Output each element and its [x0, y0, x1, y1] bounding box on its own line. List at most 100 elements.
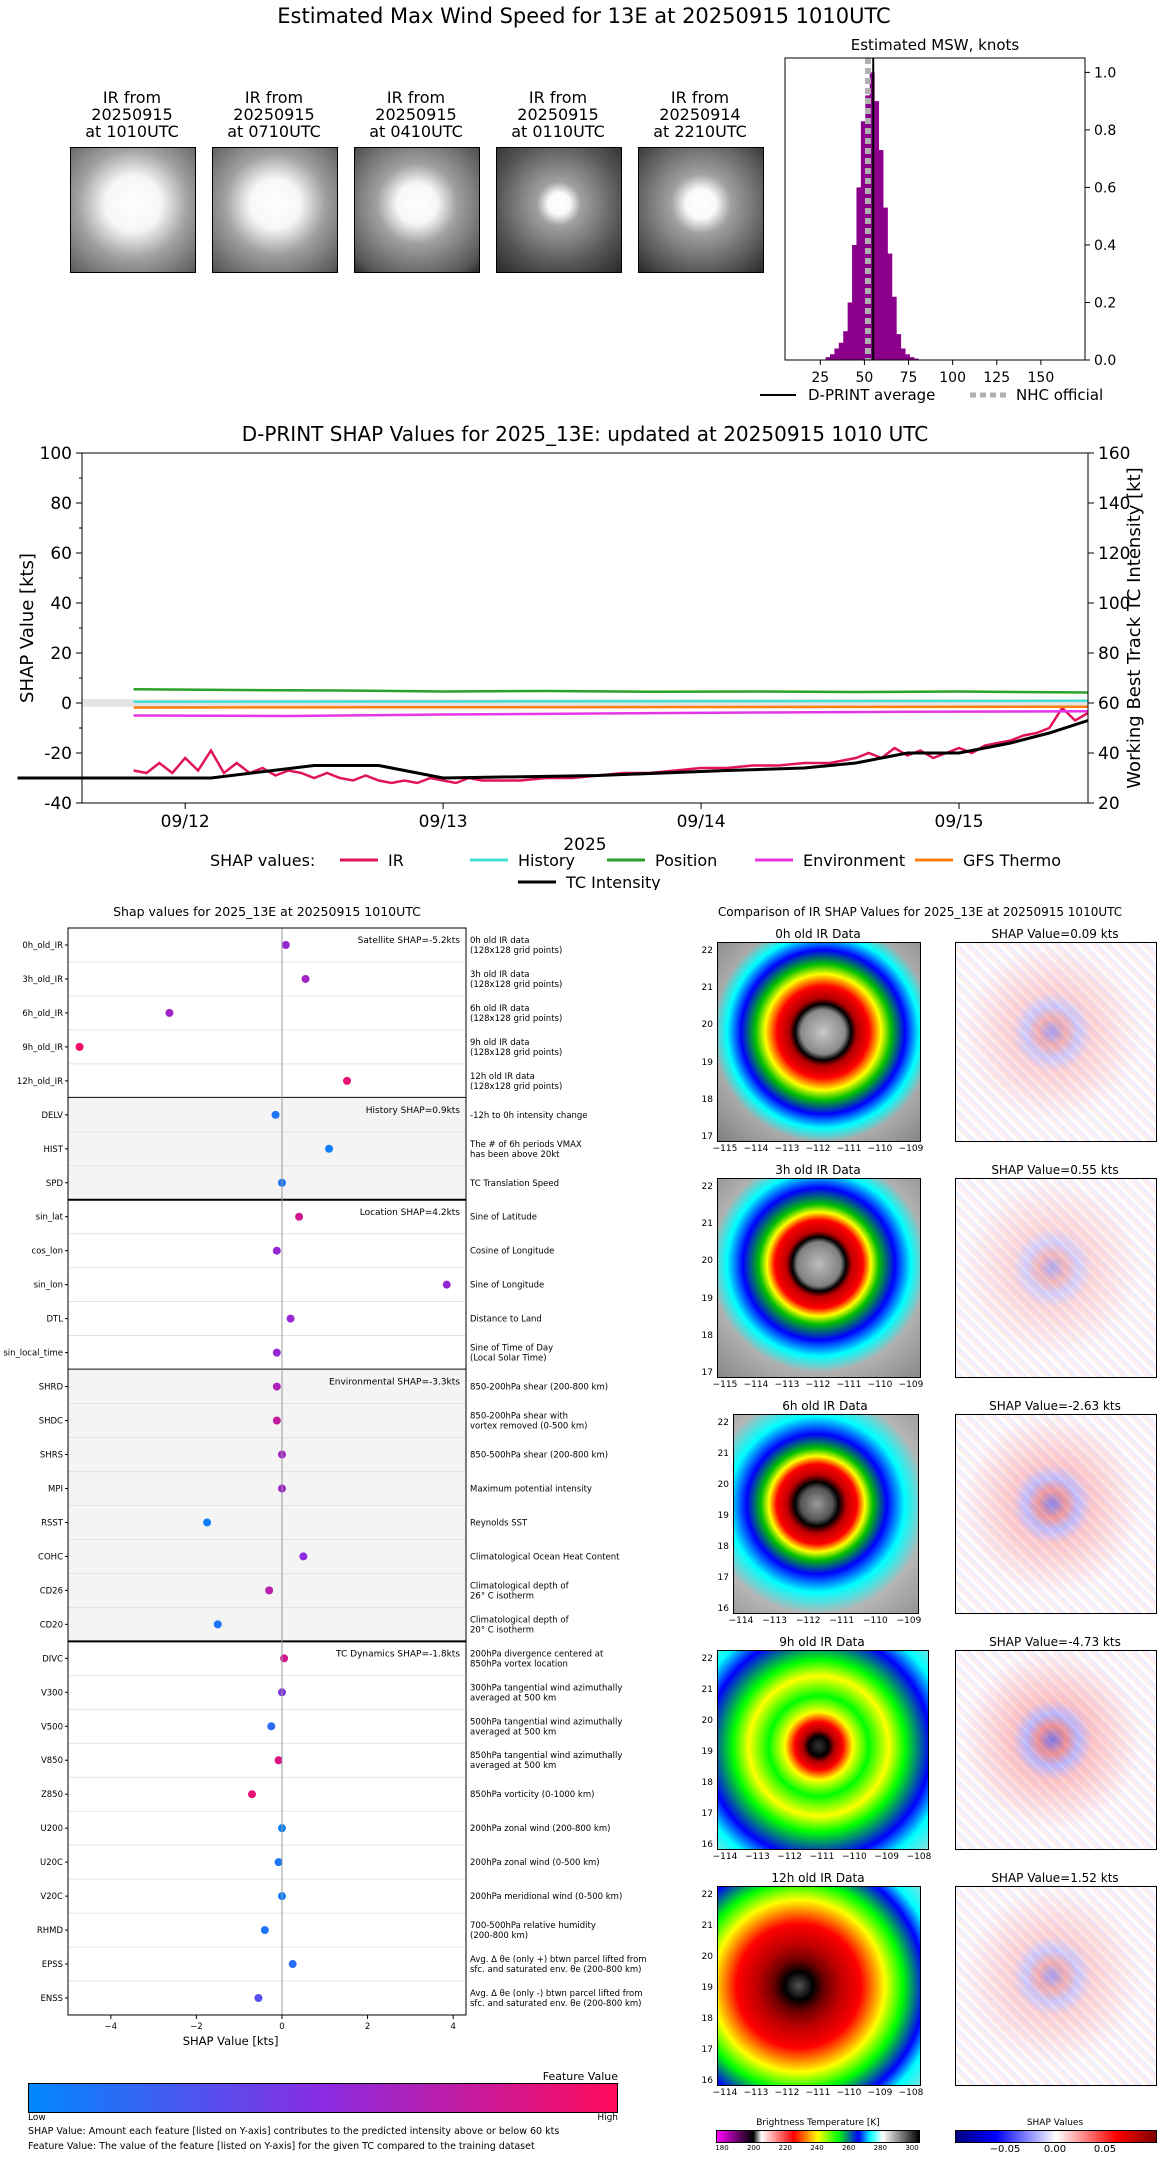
feature-name: Z850 [41, 1790, 63, 1800]
bt-colorbar-tick: 260 [841, 2144, 856, 2152]
timeseries-ytick-label: 20 [50, 644, 72, 664]
ir-ytick-label: 21 [701, 1685, 713, 1695]
ir-ytick-label: 21 [717, 1449, 729, 1459]
feature-dot [442, 1280, 451, 1289]
feature-dot [254, 1994, 263, 2003]
histogram-bar [852, 244, 857, 360]
zero-band [82, 699, 1088, 707]
feature-description: 6h old IR data [470, 1004, 529, 1014]
comparison-title: Comparison of IR SHAP Values for 2025_13… [717, 905, 1123, 919]
histogram-bar [834, 348, 840, 360]
ir-ytick-label: 19 [717, 1511, 729, 1521]
timeseries-y2tick-label: 40 [1098, 744, 1120, 764]
ir-ytick-label: 17 [717, 1573, 729, 1583]
footnote-shap: SHAP Value: Amount each feature [listed … [28, 2126, 560, 2137]
ir-ytick-label: 22 [701, 1654, 713, 1664]
ir-thumbnail-label: IR from 20250914 at 2210UTC [635, 89, 765, 140]
ir-ytick-label: 16 [701, 1840, 713, 1850]
feature-description: 850hPa tangential wind azimuthally [470, 1751, 622, 1761]
feature-description: (128x128 grid points) [470, 1048, 562, 1058]
histogram-bar [896, 334, 902, 360]
ir-xtick-label: −113 [774, 1380, 800, 1390]
histogram-xtick-label: 150 [1028, 370, 1055, 386]
ir-panel-title: 0h old IR Data [775, 927, 861, 941]
ir-ytick-label: 16 [717, 1604, 729, 1614]
ir-thumbnail-label-line: at 0710UTC [227, 122, 321, 141]
feature-dot [325, 1144, 334, 1153]
feature-dot [295, 1212, 304, 1221]
shap-value-image [955, 1178, 1157, 1378]
ir-ytick-label: 21 [701, 1219, 713, 1230]
shap-colorbar-tick: −0.05 [989, 2144, 1021, 2155]
feature-description: Cosine of Longitude [470, 1247, 554, 1257]
feature-description: 3h old IR data [470, 970, 529, 980]
ir-ytick-label: 17 [701, 2045, 713, 2055]
feature-description: (200-800 km) [470, 1931, 528, 1941]
histogram-xtick-label: 75 [900, 370, 918, 386]
series-history [133, 699, 1089, 703]
ir-panel-title: 6h old IR Data [782, 1399, 868, 1413]
feature-description: 700-500hPa relative humidity [470, 1921, 596, 1931]
legend-label: Environment [803, 851, 905, 870]
legend-label: GFS Thermo [963, 851, 1061, 870]
feature-description: sfc. and saturated env. θe (200-800 km) [470, 1999, 642, 2009]
feature-dot [301, 974, 310, 983]
feature-description: 200hPa zonal wind (0-500 km) [470, 1858, 600, 1868]
ir-xtick-label: −110 [863, 1616, 888, 1626]
timeseries-y2tick-label: 100 [1098, 594, 1130, 614]
ir-ytick-label: 16 [701, 2076, 713, 2086]
feature-description: (128x128 grid points) [470, 1082, 562, 1092]
feature-dot [272, 1246, 281, 1255]
ir-thumbnail-label-line: 20250914 [659, 105, 741, 124]
feature-description: Sine of Time of Day [470, 1344, 553, 1354]
timeseries-ylabel: SHAP Value [kts] [17, 553, 38, 703]
shap-timeseries-chart: D-PRINT SHAP Values for 2025_13E: update… [17, 422, 1145, 890]
ir-ytick-label: 22 [701, 1182, 713, 1192]
histogram-xtick-label: 100 [939, 370, 966, 386]
ir-xtick-label: −110 [841, 1852, 867, 1862]
ir-ytick-label: 19 [701, 1747, 713, 1757]
ir-data-image [717, 1178, 921, 1378]
beeswarm-xtick-label: 0 [279, 2022, 284, 2032]
feature-name: SHDC [39, 1417, 63, 1427]
ir-xtick-label: −112 [777, 1852, 803, 1862]
feature-description: 9h old IR data [470, 1038, 529, 1048]
timeseries-ytick-label: 0 [61, 694, 72, 714]
shap-value-image [955, 1650, 1157, 1850]
ir-xtick-label: −113 [744, 1852, 770, 1862]
feature-dot [299, 1552, 308, 1561]
ir-ytick-label: 19 [701, 1293, 713, 1304]
ir-ytick-label: 19 [701, 1983, 713, 1993]
ir-thumbnail-label-line: at 0110UTC [511, 122, 605, 141]
histogram-ytick-label: 0.2 [1094, 295, 1116, 311]
ir-xtick-label: −108 [898, 2088, 924, 2098]
timeseries-ytick-label: 100 [40, 444, 72, 464]
ir-xtick-label: −112 [795, 1616, 821, 1626]
series-environmental [133, 710, 1089, 718]
feature-dot [165, 1008, 174, 1017]
ir-ytick-label: 21 [701, 1921, 713, 1931]
histogram-bar [843, 331, 849, 360]
ir-thumbnail-label-line: IR from [244, 88, 304, 107]
ir-thumbnail-label-line: at 2210UTC [653, 122, 747, 141]
histogram-bar [882, 207, 888, 360]
feature-name: U20C [40, 1858, 63, 1868]
ir-thumbnail-image [638, 147, 764, 273]
group-label: Environmental SHAP=-3.3kts [329, 1378, 460, 1388]
feature-description: The # of 6h periods VMAX [469, 1140, 582, 1150]
feature-description: 0h old IR data [470, 936, 529, 946]
ir-xtick-label: −111 [809, 1852, 835, 1862]
feature-dot [272, 1382, 281, 1391]
shap-panel-title: SHAP Value=0.55 kts [991, 1163, 1119, 1177]
histogram-bar [869, 72, 875, 360]
ir-ytick-label: 17 [701, 1809, 713, 1819]
histogram-ytick-label: 0.8 [1094, 123, 1116, 139]
ir-ytick-label: 17 [701, 1368, 713, 1378]
bt-colorbar-tick: 300 [905, 2144, 919, 2152]
shap-value-image [955, 942, 1157, 1142]
feature-description: averaged at 500 km [470, 1693, 556, 1703]
ir-thumbnail-image [354, 147, 480, 273]
feature-name: RHMD [37, 1926, 64, 1936]
feature-dot [272, 1348, 281, 1357]
series-position [133, 688, 1089, 694]
